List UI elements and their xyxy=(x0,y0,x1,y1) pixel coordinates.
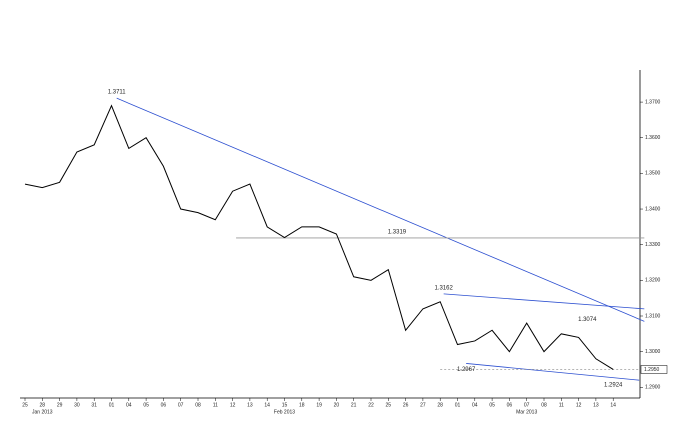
x-tick-label: 20 xyxy=(334,402,340,408)
y-tick-label: 1.3300 xyxy=(645,242,661,248)
x-tick-label: 12 xyxy=(576,402,582,408)
x-tick-label: 15 xyxy=(282,402,288,408)
x-tick-label: 04 xyxy=(126,402,132,408)
x-tick-label: 29 xyxy=(57,402,63,408)
x-tick-label: 04 xyxy=(472,402,478,408)
x-tick-label: 13 xyxy=(593,402,599,408)
x-tick-label: 01 xyxy=(455,402,461,408)
month-label: Mar 2013 xyxy=(516,409,537,415)
x-tick-label: 30 xyxy=(74,402,80,408)
x-tick-label: 14 xyxy=(264,402,270,408)
x-tick-label: 31 xyxy=(91,402,97,408)
x-tick-label: 19 xyxy=(316,402,322,408)
y-tick-label: 1.3100 xyxy=(645,313,661,319)
annotation: 1.3162 xyxy=(434,285,453,291)
x-tick-label: 08 xyxy=(195,402,201,408)
last-price-box xyxy=(640,365,668,374)
annotation: 1.2924 xyxy=(604,382,623,388)
last-price-label: 1.2950 xyxy=(644,367,660,373)
x-tick-label: 11 xyxy=(559,402,564,408)
x-tick-label: 06 xyxy=(161,402,167,408)
x-tick-label: 21 xyxy=(351,402,357,408)
trendline xyxy=(443,293,645,310)
x-tick-label: 06 xyxy=(507,402,513,408)
y-tick-label: 1.3500 xyxy=(645,171,661,177)
month-label: Jan 2013 xyxy=(32,409,53,415)
trendline xyxy=(116,97,645,322)
trendline xyxy=(466,363,640,381)
x-tick-label: 11 xyxy=(213,402,218,408)
y-tick-label: 1.2900 xyxy=(645,385,661,391)
x-tick-label: 18 xyxy=(299,402,305,408)
y-tick-label: 1.3200 xyxy=(645,278,661,284)
month-label: Feb 2013 xyxy=(274,409,295,415)
x-tick-label: 07 xyxy=(178,402,184,408)
x-tick-label: 12 xyxy=(230,402,236,408)
x-tick-label: 01 xyxy=(109,402,115,408)
annotation: 1.3319 xyxy=(388,229,407,235)
x-tick-label: 07 xyxy=(524,402,530,408)
x-tick-label: 14 xyxy=(610,402,616,408)
price-line xyxy=(24,104,614,370)
annotation: 1.2967 xyxy=(457,367,476,373)
y-tick-label: 1.3400 xyxy=(645,206,661,212)
y-tick-label: 1.3000 xyxy=(645,349,661,355)
y-tick-label: 1.3700 xyxy=(645,99,661,105)
y-tick-label: 1.3600 xyxy=(645,135,661,141)
x-tick-label: 25 xyxy=(386,402,392,408)
x-tick-label: 27 xyxy=(420,402,426,408)
x-tick-label: 28 xyxy=(437,402,443,408)
x-tick-label: 13 xyxy=(247,402,253,408)
x-tick-label: 05 xyxy=(489,402,495,408)
x-tick-label: 22 xyxy=(368,402,374,408)
x-tick-label: 05 xyxy=(143,402,149,408)
x-tick-label: 08 xyxy=(541,402,547,408)
x-tick-label: 26 xyxy=(403,402,409,408)
annotation: 1.3074 xyxy=(578,317,597,323)
x-tick-label: 28 xyxy=(40,402,46,408)
x-tick-label: 25 xyxy=(22,402,28,408)
annotation: 1.3711 xyxy=(108,90,127,96)
